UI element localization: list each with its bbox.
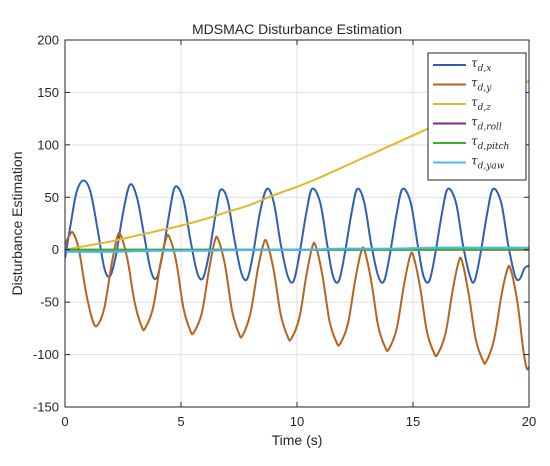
y-tick-label: 200 bbox=[37, 33, 59, 48]
x-axis-title: Time (s) bbox=[272, 432, 323, 448]
x-tick-label: 20 bbox=[522, 414, 536, 429]
y-tick-label: 100 bbox=[37, 137, 59, 152]
y-tick-label: -100 bbox=[33, 347, 59, 362]
x-tick-label: 10 bbox=[290, 414, 304, 429]
y-tick-label: 0 bbox=[52, 242, 59, 257]
legend-label-3: τd,z bbox=[471, 95, 491, 113]
legend-box bbox=[427, 52, 527, 181]
y-tick-label: 150 bbox=[37, 85, 59, 100]
x-tick-label: 15 bbox=[406, 414, 420, 429]
y-tick-label: -50 bbox=[40, 295, 59, 310]
legend-label-6: τd,yaw bbox=[471, 154, 505, 172]
legend-label-5: τd,pitch bbox=[471, 134, 509, 152]
chart-title: MDSMAC Disturbance Estimation bbox=[192, 21, 402, 37]
legend-label-1: τd,x bbox=[471, 56, 491, 74]
legend-label-4: τd,roll bbox=[471, 115, 502, 133]
y-tick-label: -150 bbox=[33, 400, 59, 415]
series-line-6 bbox=[65, 246, 529, 253]
legend-label-2: τd,y bbox=[471, 76, 492, 94]
series-line-2 bbox=[65, 230, 529, 371]
x-tick-label: 0 bbox=[61, 414, 68, 429]
y-axis-title: Disturbance Estimation bbox=[9, 152, 25, 296]
x-tick-label: 5 bbox=[177, 414, 184, 429]
y-tick-label: 50 bbox=[45, 190, 59, 205]
